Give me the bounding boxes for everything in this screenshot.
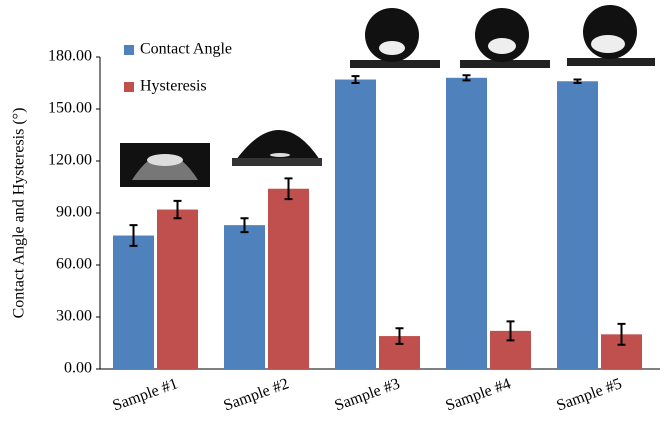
y-axis-title: Contact Angle and Hysteresis (°): [11, 108, 28, 319]
droplet-image: [567, 5, 655, 66]
x-tick-label: Sample #3: [332, 375, 402, 414]
legend-swatch: [124, 82, 134, 92]
error-bar: [574, 80, 582, 83]
x-tick-label: Sample #5: [554, 375, 624, 414]
y-tick-label: 90.00: [56, 204, 92, 221]
y-tick-label: 60.00: [56, 256, 92, 273]
droplet-image: [460, 8, 550, 68]
bar: [557, 81, 598, 369]
x-tick-label: Sample #1: [110, 375, 180, 414]
droplet-image: [232, 120, 322, 167]
bar: [113, 236, 154, 369]
chart: Contact Angle and Hysteresis (°) 0.00 30.…: [0, 0, 667, 427]
bar: [446, 78, 487, 369]
y-tick-label: 120.00: [48, 152, 92, 169]
droplet-image: [120, 143, 210, 187]
x-tick-label: Sample #2: [221, 375, 291, 414]
bar: [157, 210, 198, 369]
legend-label: Contact Angle: [140, 41, 232, 58]
bar: [224, 225, 265, 369]
bar: [335, 80, 376, 369]
x-tick-label: Sample #4: [443, 375, 513, 414]
legend-label: Hysteresis: [140, 78, 207, 95]
y-tick-label: 180.00: [48, 48, 92, 65]
y-tick-label: 150.00: [48, 100, 92, 117]
bar: [268, 189, 309, 369]
y-tick-label: 30.00: [56, 308, 92, 325]
droplet-image: [350, 8, 440, 68]
legend-swatch: [124, 45, 134, 55]
y-tick-label: 0.00: [64, 360, 92, 377]
